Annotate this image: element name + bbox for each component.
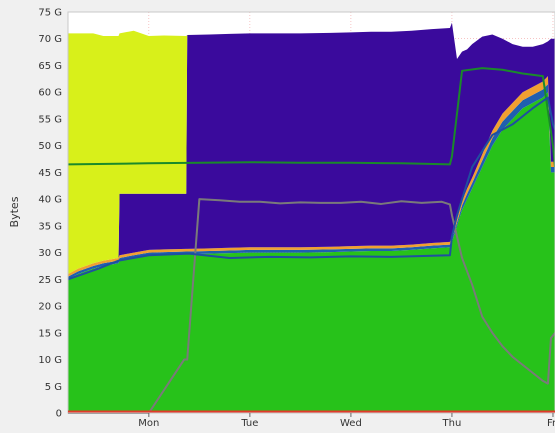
line-series-2 bbox=[67, 96, 555, 281]
y-tick-label: 30 G bbox=[38, 248, 62, 259]
y-tick-label: 55 G bbox=[38, 114, 62, 125]
x-tick-label: Wed bbox=[340, 418, 362, 429]
y-tick-label: 35 G bbox=[38, 221, 62, 232]
area-series bbox=[68, 22, 555, 413]
y-tick-label: 0 bbox=[56, 409, 62, 420]
line-series-1 bbox=[68, 198, 555, 414]
line-series bbox=[67, 67, 555, 414]
line-series-0 bbox=[67, 67, 555, 168]
x-tick-label: Mon bbox=[138, 418, 159, 429]
y-tick-label: 25 G bbox=[38, 275, 62, 286]
x-axis: Mon Tue Wed Thu Fri bbox=[138, 413, 555, 429]
y-axis-label: Bytes bbox=[8, 196, 21, 227]
y-axis: 0 5 G 10 G 15 G 20 G 25 G 30 G 35 G 40 G 45 G 50 G… bbox=[38, 8, 62, 420]
y-tick-label: 50 G bbox=[38, 141, 62, 152]
y-tick-label: 10 G bbox=[38, 355, 62, 366]
y-tick-label: 40 G bbox=[38, 195, 62, 206]
y-tick-label: 60 G bbox=[38, 88, 62, 99]
y-tick-label: 20 G bbox=[38, 302, 62, 313]
area-series-4 bbox=[68, 22, 555, 274]
x-tick-label: Fri bbox=[547, 418, 555, 429]
x-tick-label: Thu bbox=[442, 418, 462, 429]
area-series-3 bbox=[68, 22, 555, 274]
y-tick-label: 45 G bbox=[38, 168, 62, 179]
y-tick-label: 75 G bbox=[38, 8, 62, 19]
plot-border bbox=[67, 11, 555, 414]
y-tick-label: 5 G bbox=[45, 382, 62, 393]
y-tick-label: 15 G bbox=[38, 328, 62, 339]
y-tick-label: 70 G bbox=[38, 34, 62, 45]
x-tick-label: Tue bbox=[240, 418, 258, 429]
y-tick-label: 65 G bbox=[38, 61, 62, 72]
